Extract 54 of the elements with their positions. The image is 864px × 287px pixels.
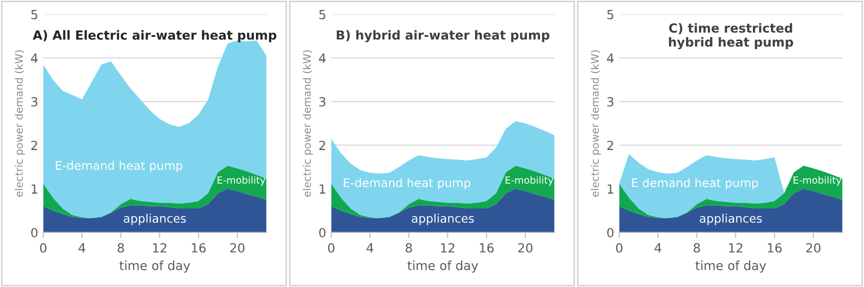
series-label: appliances (700, 214, 762, 226)
y-tick-label: 1 (608, 184, 614, 194)
series-label: appliances (124, 214, 186, 226)
y-axis-title: electric power demand (kW) (14, 50, 25, 197)
y-tick-label: 4 (30, 54, 38, 63)
x-tick-label: 4 (366, 243, 374, 252)
x-tick-label: 0 (616, 243, 622, 253)
y-tick-label: 0 (31, 228, 38, 238)
x-tick-label: 16 (192, 243, 206, 253)
x-tick-label: 16 (480, 243, 494, 253)
x-axis-title: time of day (696, 260, 766, 273)
y-tick-label: 0 (319, 228, 326, 238)
x-tick-label: 0 (328, 243, 334, 253)
series-label: appliances (412, 214, 474, 226)
series-label: E-mobility (218, 176, 266, 186)
y-axis-title: electric power demand (kW) (302, 50, 313, 197)
y-tick-label: 2 (319, 140, 326, 150)
y-tick-label: 4 (606, 54, 614, 63)
x-tick-label: 4 (78, 243, 86, 252)
y-tick-label: 1 (32, 184, 38, 194)
x-tick-label: 12 (153, 243, 166, 252)
y-tick-label: 0 (607, 228, 614, 238)
x-tick-label: 0 (40, 243, 46, 253)
y-tick-label: 5 (319, 10, 326, 20)
x-tick-label: 8 (406, 243, 412, 253)
x-tick-label: 20 (230, 243, 244, 253)
x-tick-label: 8 (694, 243, 700, 253)
x-tick-label: 16 (768, 243, 782, 253)
series-label: E-mobility (506, 176, 554, 186)
text: C) time restricted hybrid heat pump (669, 23, 794, 50)
x-tick-label: 20 (806, 243, 820, 253)
y-tick-label: 4 (318, 54, 326, 63)
text: B) hybrid air-water heat pump (336, 30, 550, 42)
x-tick-label: 8 (118, 243, 124, 253)
y-tick-label: 5 (31, 10, 38, 20)
series-label: E demand heat pump (632, 178, 758, 190)
y-tick-label: 3 (607, 97, 614, 107)
x-tick-label: 20 (518, 243, 532, 253)
x-tick-label: 12 (441, 243, 454, 252)
series-label: E-demand heat pump (344, 178, 470, 190)
x-tick-label: 4 (654, 243, 662, 252)
y-axis-title: electric power demand (kW) (590, 50, 601, 197)
y-tick-label: 2 (31, 140, 38, 150)
x-tick-label: 12 (729, 243, 742, 252)
y-tick-label: 3 (319, 97, 326, 107)
text: A) All Electric air-water heat pump (32, 30, 276, 42)
x-axis-title: time of day (120, 260, 190, 273)
y-tick-label: 1 (320, 184, 326, 194)
y-tick-label: 5 (607, 10, 614, 20)
series-label: E-mobility (794, 176, 842, 186)
series-label: E-demand heat pump (56, 160, 182, 172)
y-tick-label: 2 (607, 140, 614, 150)
x-axis-title: time of day (408, 260, 478, 273)
y-tick-label: 3 (31, 97, 38, 107)
